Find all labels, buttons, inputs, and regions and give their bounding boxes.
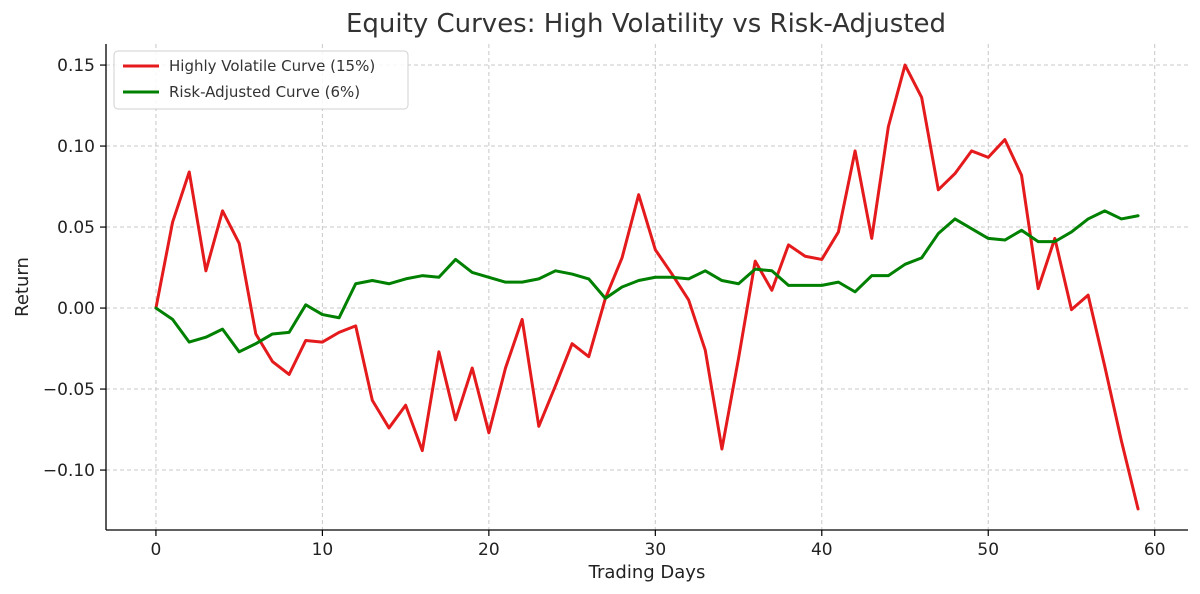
tick-layer: 0 10 20 30 40 50 60 −0.10 −0.05 0.00 0.05 0.10 0.15 [43,56,1166,560]
y-tick-label: 0.05 [57,218,95,238]
x-tick-label: 30 [645,540,667,560]
legend-label-volatile: Highly Volatile Curve (15%) [169,57,375,75]
x-tick-label: 40 [811,540,833,560]
y-tick-label: −0.10 [43,461,95,481]
volatile-curve-line [154,63,1140,511]
chart-title: Equity Curves: High Volatility vs Risk-A… [346,9,946,39]
x-tick-label: 60 [1144,540,1166,560]
x-tick-label: 0 [151,540,162,560]
y-tick-label: 0.10 [57,137,95,157]
x-tick-label: 20 [478,540,500,560]
y-tick-label: −0.05 [43,380,95,400]
risk-adjusted-curve-line [154,209,1140,354]
x-tick-label: 10 [312,540,334,560]
legend-box [113,50,409,110]
grid-layer [106,44,1188,530]
axes-layer [105,44,1188,531]
x-tick-label: 50 [977,540,999,560]
y-axis-label: Return [12,257,33,317]
y-tick-label: 0.00 [57,299,95,319]
x-axis-label: Trading Days [588,562,706,583]
legend: Highly Volatile Curve (15%) Risk-Adjuste… [113,50,409,110]
series-layer [154,63,1140,511]
y-tick-label: 0.15 [57,56,95,76]
legend-label-risk-adjusted: Risk-Adjusted Curve (6%) [169,83,360,101]
